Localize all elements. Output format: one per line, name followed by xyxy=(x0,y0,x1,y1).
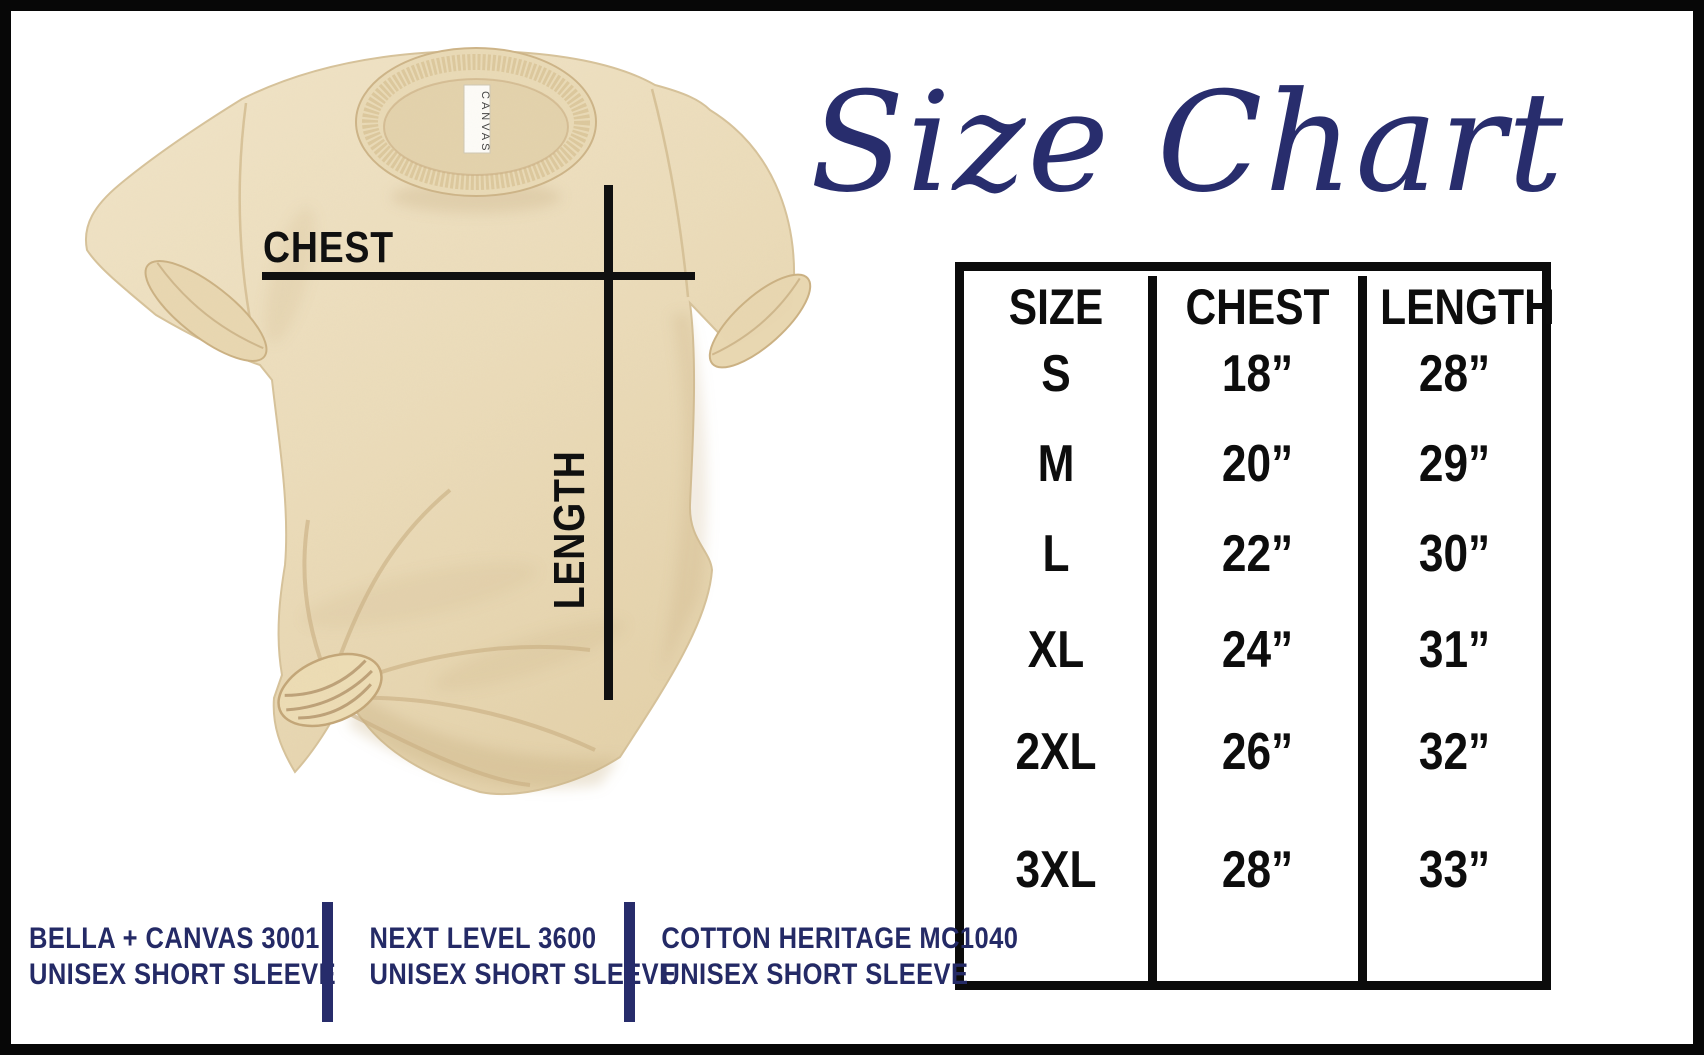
table-cell: 20” xyxy=(1221,435,1294,493)
tshirt-photo: CANVAS xyxy=(60,35,820,825)
footer-line: NEXT LEVEL 3600 xyxy=(369,922,597,955)
table-cell: 29” xyxy=(1418,435,1491,493)
table-cell: 3XL xyxy=(1015,841,1097,899)
size-chart-title: Size Chart xyxy=(810,62,1566,223)
column-header-chest: CHEST xyxy=(1185,279,1330,335)
table-cell: 22” xyxy=(1221,525,1294,583)
table-cell: 30” xyxy=(1418,525,1491,583)
tshirt-illustration: CANVAS xyxy=(84,47,812,795)
chest-measure-line xyxy=(262,272,695,280)
table-cell: 31” xyxy=(1418,621,1491,679)
column-header-size: SIZE xyxy=(1008,279,1104,335)
size-column: SIZE S M L XL 2XL 3XL xyxy=(964,271,1148,981)
table-cell: 2XL xyxy=(1015,723,1097,781)
table-cell: 24” xyxy=(1221,621,1294,679)
table-column-divider xyxy=(1358,276,1367,981)
table-column-divider xyxy=(1148,276,1157,981)
size-table: SIZE S M L XL 2XL 3XL CHEST 18” 20” 22” … xyxy=(955,262,1555,990)
length-measure-line xyxy=(604,185,613,700)
footer-line: UNISEX SHORT SLEEVE xyxy=(29,958,337,991)
footer-block-bella-canvas: BELLA + CANVAS 3001 UNISEX SHORT SLEEVE xyxy=(5,921,337,993)
footer-divider xyxy=(624,902,635,1022)
footer-line: BELLA + CANVAS 3001 xyxy=(29,922,320,955)
table-cell: 33” xyxy=(1418,841,1491,899)
table-cell: 26” xyxy=(1221,723,1294,781)
table-cell: S xyxy=(1041,345,1071,403)
table-cell: M xyxy=(1037,435,1075,493)
footer-divider xyxy=(322,902,333,1022)
length-column: LENGTH 28” 29” 30” 31” 32” 33” xyxy=(1367,271,1555,981)
table-cell: 28” xyxy=(1221,841,1294,899)
table-cell: L xyxy=(1042,525,1070,583)
table-cell: 32” xyxy=(1418,723,1491,781)
table-cell: 18” xyxy=(1221,345,1294,403)
chest-column: CHEST 18” 20” 22” 24” 26” 28” xyxy=(1157,271,1358,981)
table-cell: XL xyxy=(1027,621,1085,679)
column-header-length: LENGTH xyxy=(1380,279,1555,335)
chest-label: CHEST xyxy=(263,223,395,272)
table-cell: 28” xyxy=(1418,345,1491,403)
